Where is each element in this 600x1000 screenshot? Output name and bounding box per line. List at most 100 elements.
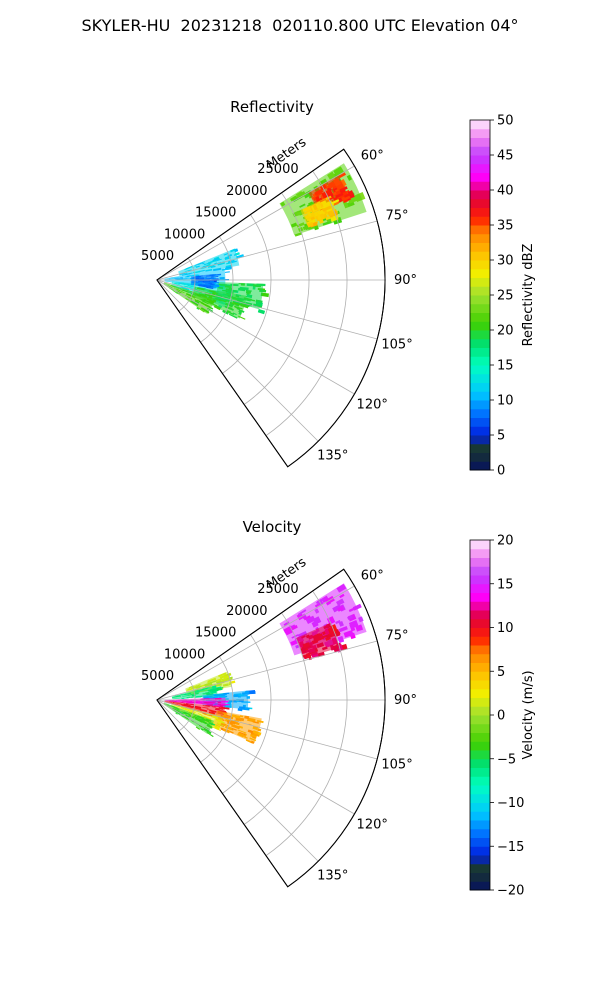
reflectivity-colorbar-tick-label: 15	[497, 359, 514, 374]
velocity-colorbar-segment	[470, 566, 490, 576]
reflectivity-colorbar-segment	[470, 286, 490, 296]
reflectivity-range-ring	[222, 214, 272, 374]
velocity-colorbar-segment	[470, 758, 490, 768]
velocity-colorbar-segment	[470, 583, 490, 593]
velocity-colorbar-tick-label: 5	[497, 665, 505, 680]
velocity-colorbar-segment	[470, 820, 490, 830]
velocity-echo-gate	[175, 712, 178, 715]
reflectivity-range-ring	[265, 170, 348, 436]
velocity-colorbar-segment	[470, 706, 490, 716]
velocity-range-ring	[200, 656, 234, 763]
velocity-colorbar-segment	[470, 575, 490, 585]
velocity-colorbar-segment	[470, 653, 490, 663]
reflectivity-colorbar-tick-label: 50	[497, 114, 514, 129]
reflectivity-colorbar-segment	[470, 461, 490, 471]
reflectivity-colorbar-tick-label: 35	[497, 219, 514, 234]
velocity-azimuth-tick-label: 75°	[386, 629, 409, 644]
velocity-azimuth-tick-label: 105°	[381, 757, 412, 772]
velocity-range-tick-label: 5000	[141, 669, 174, 684]
velocity-colorbar-tick-label: 10	[497, 621, 514, 636]
reflectivity-colorbar-segment	[470, 408, 490, 418]
reflectivity-colorbar-segment	[470, 400, 490, 410]
velocity-colorbar-segment	[470, 627, 490, 637]
velocity-colorbar-segment	[470, 785, 490, 795]
reflectivity-colorbar-segment	[470, 426, 490, 436]
reflectivity-colorbar-segment	[470, 163, 490, 173]
velocity-colorbar-segment	[470, 540, 490, 550]
reflectivity-echo-gate	[330, 199, 340, 205]
reflectivity-azimuth-tick-label: 120°	[357, 397, 388, 412]
reflectivity-range-tick-label: 5000	[141, 249, 174, 264]
velocity-colorbar-segment	[470, 741, 490, 751]
reflectivity-colorbar-segment	[470, 356, 490, 366]
velocity-colorbar-tick-label: −20	[497, 884, 524, 899]
reflectivity-azimuth-tick-label: 75°	[386, 209, 409, 224]
reflectivity-azimuth-tick-label: 135°	[317, 449, 348, 464]
velocity-azimuth-tick-label: 90°	[394, 693, 417, 708]
velocity-echo-cell	[295, 622, 340, 659]
reflectivity-range-ring	[200, 236, 234, 343]
velocity-colorbar-segment	[470, 592, 490, 602]
reflectivity-colorbar-segment	[470, 295, 490, 305]
reflectivity-echo-cell	[300, 196, 336, 226]
reflectivity-colorbar-segment	[470, 172, 490, 182]
reflectivity-colorbar-tick-label: 20	[497, 324, 514, 339]
velocity-azimuth-tick-label: 120°	[357, 817, 388, 832]
reflectivity-echo-gate	[260, 292, 269, 298]
reflectivity-colorbar-segment	[470, 443, 490, 453]
velocity-azimuth-spoke	[156, 699, 355, 815]
velocity-echo-cell	[212, 710, 262, 744]
reflectivity-echo-gate	[338, 172, 347, 179]
reflectivity-echo-cell	[308, 175, 348, 209]
velocity-colorbar-tick-label: 15	[497, 577, 514, 592]
velocity-echo-gate	[237, 708, 243, 712]
reflectivity-colorbar-segment	[470, 225, 490, 235]
reflectivity-colorbar-segment	[470, 452, 490, 462]
reflectivity-azimuth-tick-label: 105°	[381, 337, 412, 352]
velocity-colorbar: −20 −15 −10 −5 0 5 10 15 20 Velocity (m/s)	[469, 534, 536, 899]
velocity-sector-outline	[156, 568, 386, 888]
reflectivity-colorbar-segment	[470, 312, 490, 322]
reflectivity-panel: Reflectivity500010000150002000025000Mete…	[141, 98, 536, 479]
velocity-range-tick-label: 25000	[257, 582, 298, 597]
reflectivity-colorbar-segment	[470, 260, 490, 270]
velocity-colorbar-segment	[470, 767, 490, 777]
velocity-echo-gate	[215, 687, 224, 690]
velocity-range-ring	[265, 590, 348, 856]
velocity-colorbar-segment	[470, 776, 490, 786]
reflectivity-azimuth-spoke	[156, 279, 319, 442]
velocity-range-ring	[243, 612, 310, 825]
velocity-azimuth-spoke	[156, 699, 378, 760]
reflectivity-colorbar-segment	[470, 417, 490, 427]
velocity-echo-gate	[316, 651, 325, 658]
reflectivity-range-ring	[243, 192, 310, 405]
velocity-range-ring	[222, 634, 272, 794]
reflectivity-colorbar-segment	[470, 251, 490, 261]
velocity-azimuth-tick-label: 60°	[361, 569, 384, 584]
reflectivity-azimuth-spoke	[156, 279, 378, 340]
reflectivity-colorbar-segment	[470, 155, 490, 165]
velocity-colorbar-segment	[470, 715, 490, 725]
reflectivity-colorbar-segment	[470, 277, 490, 287]
reflectivity-colorbar-segment	[470, 347, 490, 357]
reflectivity-colorbar-segment	[470, 216, 490, 226]
reflectivity-colorbar-segment	[470, 330, 490, 340]
reflectivity-colorbar-tick-label: 25	[497, 289, 514, 304]
reflectivity-colorbar-label: Reflectivity dBZ	[521, 244, 536, 347]
reflectivity-colorbar-segment	[470, 128, 490, 138]
velocity-echo-gate	[245, 739, 253, 744]
reflectivity-colorbar-segment	[470, 268, 490, 278]
reflectivity-colorbar-segment	[470, 435, 490, 445]
velocity-colorbar-segment	[470, 872, 490, 882]
velocity-colorbar-segment	[470, 610, 490, 620]
reflectivity-colorbar-segment	[470, 120, 490, 130]
velocity-azimuth-spoke	[156, 585, 355, 701]
velocity-colorbar-segment	[470, 881, 490, 891]
reflectivity-echo-gate	[228, 313, 238, 319]
velocity-range-tick-label: 20000	[226, 604, 267, 619]
velocity-colorbar-tick-label: 20	[497, 534, 514, 549]
velocity-azimuth-tick-label: 135°	[317, 869, 348, 884]
velocity-colorbar-segment	[470, 671, 490, 681]
reflectivity-echo-field	[163, 163, 367, 320]
